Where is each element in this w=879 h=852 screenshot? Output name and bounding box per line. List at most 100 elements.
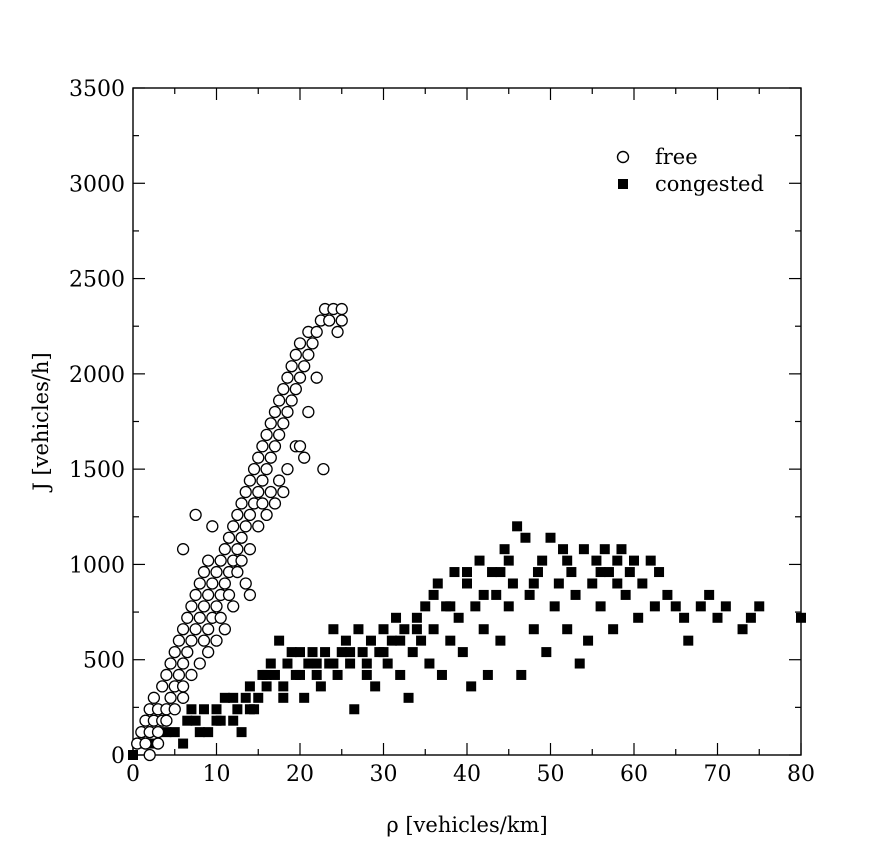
free-point <box>243 508 257 522</box>
congested-point <box>244 681 255 692</box>
congested-point <box>211 715 222 726</box>
y-tick-label: 3000 <box>69 172 125 197</box>
x-tick-label: 70 <box>704 762 732 787</box>
congested-point <box>537 555 548 566</box>
free-point <box>260 428 273 441</box>
congested-point <box>295 669 305 680</box>
free-point <box>197 600 211 613</box>
congested-point <box>311 658 322 669</box>
congested-point <box>712 612 723 623</box>
free-point <box>218 577 232 590</box>
congested-point <box>562 624 573 635</box>
legend: free congested <box>616 145 764 196</box>
congested-point <box>595 601 606 612</box>
congested-point <box>161 727 172 738</box>
congested-point <box>503 555 514 566</box>
free-point <box>218 623 232 636</box>
congested-point <box>378 647 389 658</box>
congested-point <box>445 635 456 646</box>
congested-point <box>320 647 331 658</box>
congested-point <box>495 635 506 646</box>
congested-point <box>361 669 372 680</box>
congested-point <box>411 612 422 623</box>
congested-point <box>194 727 205 738</box>
free-point <box>243 588 257 602</box>
congested-point <box>128 750 138 760</box>
congested-point <box>282 658 293 669</box>
free-point <box>193 611 206 624</box>
congested-point <box>574 658 585 669</box>
free-point <box>176 657 190 670</box>
free-point <box>160 668 173 682</box>
congested-point <box>796 612 806 623</box>
free-point <box>281 462 294 476</box>
congested-point <box>420 601 431 612</box>
congested-point <box>190 715 201 726</box>
free-point <box>235 497 248 510</box>
free-point <box>335 314 348 327</box>
free-point <box>239 520 252 533</box>
congested-point <box>487 567 498 578</box>
free-point <box>168 645 181 659</box>
free-point <box>189 588 202 602</box>
congested-point <box>336 647 347 658</box>
data-points <box>128 302 806 762</box>
congested-point <box>470 601 481 612</box>
congested-point <box>737 624 748 635</box>
congested-point <box>478 589 489 600</box>
congested-point <box>528 624 539 635</box>
free-point <box>239 485 252 499</box>
congested-point <box>549 601 560 612</box>
free-point <box>201 554 215 567</box>
congested-point <box>520 532 531 543</box>
congested-point <box>445 601 456 612</box>
free-point <box>172 634 186 647</box>
free-point <box>176 680 190 693</box>
legend-free-marker <box>616 150 630 164</box>
free-point <box>193 577 206 590</box>
free-point <box>293 440 307 453</box>
free-point <box>168 703 181 716</box>
congested-point <box>403 692 414 703</box>
congested-point <box>503 601 514 612</box>
free-point <box>201 623 215 636</box>
free-point <box>252 451 265 464</box>
congested-point <box>624 567 635 578</box>
congested-point <box>507 578 518 589</box>
free-point <box>172 668 186 682</box>
congested-point <box>169 727 180 738</box>
congested-point <box>278 681 289 692</box>
y-tick-label: 2000 <box>69 363 125 388</box>
congested-point <box>186 704 197 715</box>
y-tick-label: 0 <box>111 744 125 769</box>
free-point <box>272 394 286 407</box>
free-point <box>151 737 165 750</box>
free-point <box>156 680 169 693</box>
congested-point <box>512 521 523 532</box>
y-tick-label: 1500 <box>69 458 125 483</box>
congested-point <box>232 704 243 715</box>
congested-point <box>228 692 239 703</box>
free-point <box>268 497 282 510</box>
congested-point <box>541 647 552 658</box>
free-point <box>302 405 315 419</box>
congested-point <box>253 692 264 703</box>
free-point <box>239 577 252 590</box>
congested-point <box>340 635 351 646</box>
free-point <box>222 588 236 602</box>
free-point <box>289 348 302 361</box>
congested-point <box>587 578 598 589</box>
congested-point <box>474 555 485 566</box>
congested-point <box>357 647 368 658</box>
congested-point <box>391 612 402 623</box>
free-point <box>256 440 269 453</box>
free-point <box>164 691 177 704</box>
free-point <box>227 600 240 613</box>
congested-point <box>382 658 393 669</box>
free-point <box>298 360 311 373</box>
congested-point <box>462 578 472 589</box>
y-tick-label: 500 <box>83 649 125 674</box>
free-point <box>189 508 202 522</box>
free-point <box>260 462 273 476</box>
y-tick-label: 2500 <box>69 268 125 293</box>
